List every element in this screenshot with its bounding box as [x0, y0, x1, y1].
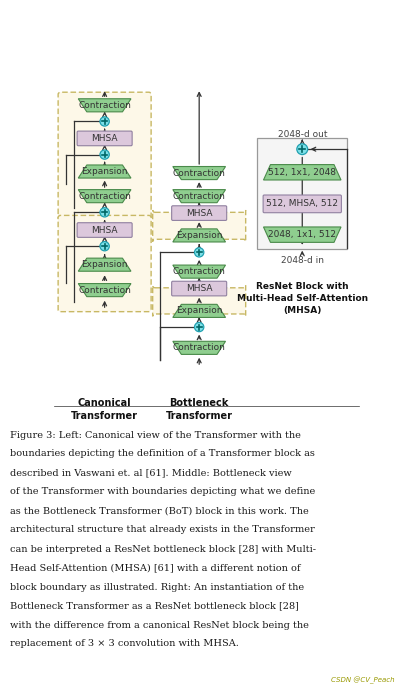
Text: Bottleneck Transformer as a ResNet bottleneck block [28]: Bottleneck Transformer as a ResNet bottl… — [10, 601, 299, 610]
Text: Contraction: Contraction — [173, 169, 226, 177]
Text: MHSA: MHSA — [186, 209, 212, 218]
Text: 512, MHSA, 512: 512, MHSA, 512 — [266, 199, 338, 208]
Polygon shape — [173, 341, 226, 354]
Text: Expansion: Expansion — [81, 260, 128, 269]
Text: MHSA: MHSA — [91, 134, 118, 143]
Polygon shape — [173, 265, 226, 278]
FancyBboxPatch shape — [153, 210, 246, 242]
Text: Contraction: Contraction — [78, 286, 131, 295]
Text: Contraction: Contraction — [173, 267, 226, 276]
Text: as the Bottleneck Transformer (BoT) block in this work. The: as the Bottleneck Transformer (BoT) bloc… — [10, 506, 309, 516]
Circle shape — [100, 117, 109, 126]
Circle shape — [297, 144, 307, 155]
Text: boundaries depicting the definition of a Transformer block as: boundaries depicting the definition of a… — [10, 449, 315, 458]
Circle shape — [100, 242, 109, 251]
Text: 512, 1x1, 2048: 512, 1x1, 2048 — [268, 168, 336, 177]
Text: ResNet Block with
Multi-Head Self-Attention
(MHSA): ResNet Block with Multi-Head Self-Attent… — [237, 282, 368, 315]
Text: MHSA: MHSA — [91, 225, 118, 234]
Polygon shape — [173, 304, 226, 317]
FancyBboxPatch shape — [77, 131, 132, 146]
Text: with the difference from a canonical ResNet block being the: with the difference from a canonical Res… — [10, 621, 309, 630]
Text: Contraction: Contraction — [173, 192, 226, 201]
Text: CSDN @CV_Peach: CSDN @CV_Peach — [331, 676, 395, 684]
Text: Head Self-Attention (MHSA) [61] with a different notion of: Head Self-Attention (MHSA) [61] with a d… — [10, 564, 301, 573]
Polygon shape — [264, 227, 341, 242]
Text: Bottleneck
Transformer: Bottleneck Transformer — [166, 398, 233, 421]
Polygon shape — [78, 99, 131, 112]
Bar — [257, 138, 347, 249]
Text: replacement of 3 × 3 convolution with MHSA.: replacement of 3 × 3 convolution with MH… — [10, 640, 239, 649]
Text: 2048, 1x1, 512: 2048, 1x1, 512 — [268, 230, 336, 239]
Text: 2048-d in: 2048-d in — [281, 256, 324, 265]
Text: Expansion: Expansion — [81, 167, 128, 176]
Text: Contraction: Contraction — [173, 343, 226, 352]
FancyBboxPatch shape — [153, 286, 246, 316]
Polygon shape — [173, 190, 226, 203]
FancyBboxPatch shape — [58, 215, 151, 312]
Circle shape — [100, 208, 109, 217]
Text: Contraction: Contraction — [78, 192, 131, 201]
Text: architectural structure that already exists in the Transformer: architectural structure that already exi… — [10, 525, 315, 534]
FancyBboxPatch shape — [58, 92, 151, 220]
Text: described in Vaswani et. al [61]. Middle: Bottleneck view: described in Vaswani et. al [61]. Middle… — [10, 469, 292, 477]
Text: Expansion: Expansion — [176, 306, 222, 315]
Text: Expansion: Expansion — [176, 231, 222, 240]
Polygon shape — [264, 164, 341, 180]
Text: Contraction: Contraction — [78, 101, 131, 110]
Text: of the Transformer with boundaries depicting what we define: of the Transformer with boundaries depic… — [10, 488, 315, 497]
Circle shape — [195, 248, 204, 257]
Polygon shape — [78, 284, 131, 297]
FancyBboxPatch shape — [263, 195, 341, 213]
Polygon shape — [78, 190, 131, 203]
FancyBboxPatch shape — [77, 223, 132, 238]
Circle shape — [195, 323, 204, 332]
Polygon shape — [78, 165, 131, 178]
Polygon shape — [173, 229, 226, 242]
FancyBboxPatch shape — [172, 206, 226, 221]
Circle shape — [100, 150, 109, 159]
Text: Figure 3: Left: Canonical view of the Transformer with the: Figure 3: Left: Canonical view of the Tr… — [10, 430, 301, 440]
Text: Canonical
Transformer: Canonical Transformer — [71, 398, 138, 421]
Text: MHSA: MHSA — [186, 284, 212, 293]
Text: block boundary as illustrated. Right: An instantiation of the: block boundary as illustrated. Right: An… — [10, 582, 304, 592]
Text: can be interpreted a ResNet bottleneck block [28] with Multi-: can be interpreted a ResNet bottleneck b… — [10, 545, 316, 553]
Polygon shape — [173, 166, 226, 179]
FancyBboxPatch shape — [172, 282, 226, 296]
Text: 2048-d out: 2048-d out — [278, 130, 327, 139]
Polygon shape — [78, 258, 131, 271]
